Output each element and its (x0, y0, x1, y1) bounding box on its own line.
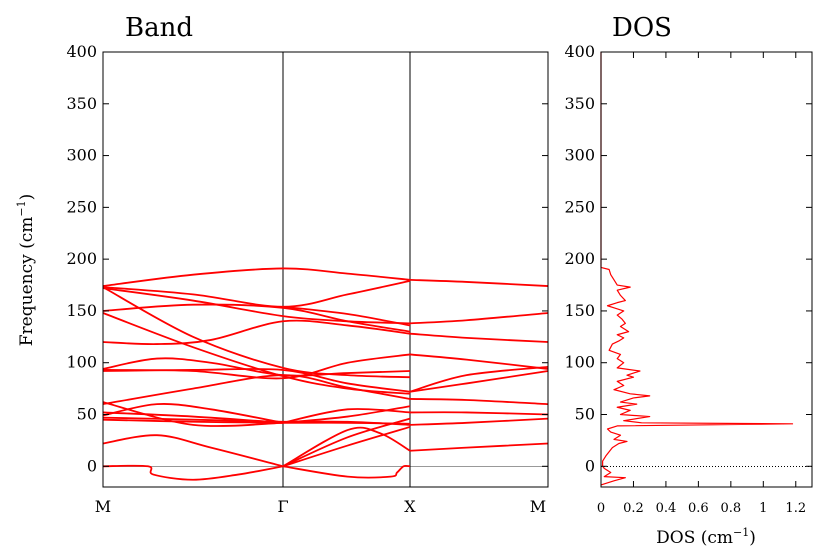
band-ytick-label-150: 150 (66, 301, 97, 320)
band-y-ticks: 0 50 100 150 200 250 300 350 400 (66, 42, 548, 475)
dos-ytick-label-150: 150 (564, 301, 595, 320)
band-series-line-15 (409, 398, 549, 406)
band-frame (102, 51, 549, 488)
dos-series-group (600, 52, 794, 486)
band-ytick-label-300: 300 (66, 146, 97, 165)
dos-x-axis-label: DOS (cm−1) (656, 526, 756, 548)
band-series-line-28 (409, 312, 549, 325)
band-series-line-0 (102, 464, 284, 481)
dos-xtick-label-0.8: 0.8 (721, 501, 742, 516)
band-series-line-13 (409, 411, 549, 416)
dos-ytick-label-0: 0 (585, 456, 595, 475)
band-series-line-17 (282, 405, 411, 424)
band-series-line-33 (102, 267, 411, 287)
dos-ytick-label-350: 350 (564, 94, 595, 113)
dos-ytick-label-400: 400 (564, 42, 595, 61)
dos-xtick-label-0.4: 0.4 (656, 501, 677, 516)
band-series-line-24 (102, 319, 411, 345)
band-ytick-label-50: 50 (77, 405, 97, 424)
band-series-line-31 (102, 280, 411, 308)
band-series-line-3 (282, 417, 411, 468)
dos-ytick-label-250: 250 (564, 197, 595, 216)
band-series-line-6 (409, 442, 549, 452)
band-y-axis-label: Frequency (cm−1) (15, 194, 37, 346)
dos-title: DOS (612, 13, 672, 43)
band-ytick-label-250: 250 (66, 197, 97, 216)
band-title: Band (125, 13, 193, 43)
band-series-line-4 (282, 426, 411, 468)
band-series-line-21 (102, 353, 411, 380)
band-xtick-x: X (404, 497, 416, 516)
band-series-line-12 (282, 408, 411, 424)
dos-ytick-label-100: 100 (564, 353, 595, 372)
band-ytick-label-350: 350 (66, 94, 97, 113)
band-series-line-9 (409, 417, 549, 426)
band-series-line-19 (409, 370, 549, 393)
dos-x-ticks: 0 0.2 0.4 0.6 0.8 1 1.2 (597, 52, 806, 516)
band-series-group (102, 267, 549, 481)
band-series-line-1 (282, 464, 411, 479)
dos-xtick-label-0.2: 0.2 (623, 501, 644, 516)
band-ytick-label-100: 100 (66, 353, 97, 372)
band-panel: Band 0 50 100 150 200 250 300 350 400 M Γ X M Fr… (15, 13, 549, 516)
band-series-line-29 (102, 286, 411, 379)
band-series-line-5 (282, 426, 411, 468)
dos-series-line-0 (600, 52, 794, 486)
dos-ytick-label-50: 50 (575, 405, 595, 424)
band-series-line-26 (102, 312, 411, 395)
dos-y-ticks: 0 50 100 150 200 250 300 350 400 (564, 42, 812, 475)
band-series-line-2 (102, 434, 284, 468)
dos-xtick-label-0: 0 (597, 501, 605, 516)
dos-ytick-label-200: 200 (564, 249, 595, 268)
band-ytick-label-0: 0 (87, 456, 97, 475)
dos-ytick-label-300: 300 (564, 146, 595, 165)
band-series-line-22 (409, 353, 549, 370)
band-series-line-34 (409, 278, 549, 287)
dos-xtick-label-1.2: 1.2 (785, 501, 806, 516)
band-series-line-27 (102, 287, 411, 325)
band-xtick-gamma: Γ (277, 497, 288, 516)
band-ytick-label-400: 400 (66, 42, 97, 61)
band-series-line-20 (102, 357, 411, 377)
band-ytick-label-200: 200 (66, 249, 97, 268)
band-series-line-32 (282, 305, 411, 327)
band-xtick-m-left: M (95, 497, 111, 516)
band-series-line-25 (409, 332, 549, 343)
dos-frame (600, 51, 813, 488)
dos-xtick-label-1: 1 (759, 501, 767, 516)
dos-xtick-label-0.6: 0.6 (688, 501, 709, 516)
band-xtick-m-right: M (530, 497, 546, 516)
band-series-line-16 (102, 401, 284, 427)
band-series-line-23 (409, 365, 549, 393)
band-series-line-11 (102, 411, 284, 424)
